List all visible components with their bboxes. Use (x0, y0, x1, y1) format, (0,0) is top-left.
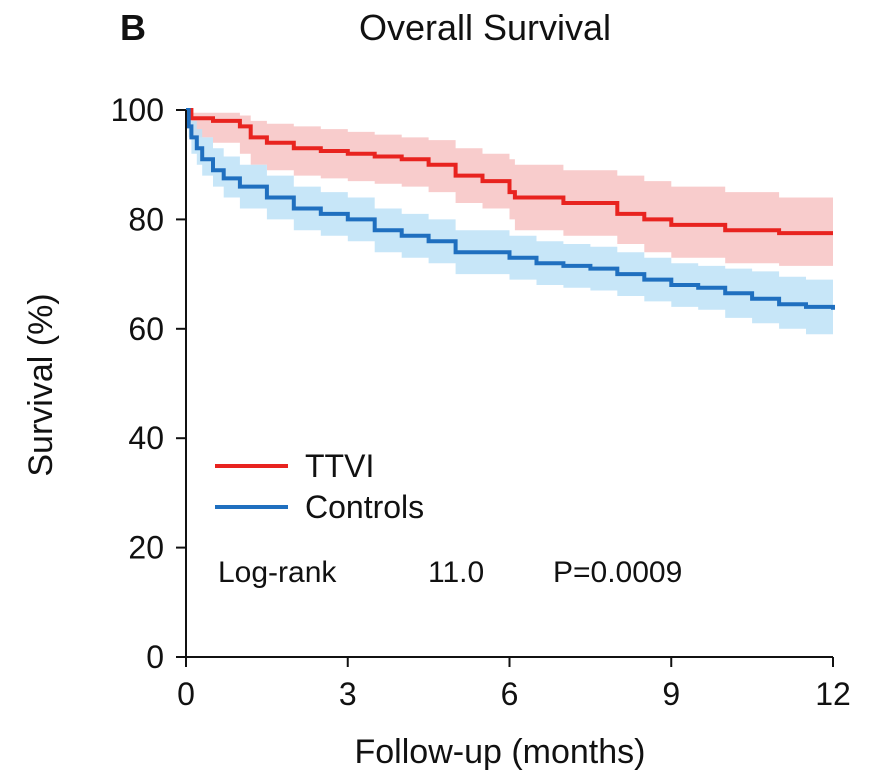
survival-line-controls (186, 108, 835, 310)
survival-curves (186, 108, 835, 310)
legend: TTVI Controls (215, 448, 424, 525)
y-tick-label-80: 80 (128, 201, 164, 237)
y-tick-label-100: 100 (111, 92, 164, 128)
chart-title: Overall Survival (359, 7, 611, 48)
x-tick-label-12: 12 (815, 676, 851, 712)
x-tick-label-3: 3 (339, 676, 357, 712)
x-axis-label: Follow-up (months) (355, 733, 646, 771)
x-tick-label-0: 0 (177, 676, 195, 712)
log-rank-annotation: Log-rank 11.0 P=0.0009 (218, 556, 682, 589)
survival-line-ttvi (186, 108, 833, 236)
p-value: P=0.0009 (553, 556, 682, 589)
log-rank-test-label: Log-rank (218, 556, 337, 589)
panel-label: B (120, 7, 146, 48)
y-axis-ticks: 0 20 40 60 80 100 (111, 92, 186, 675)
x-tick-label-6: 6 (501, 676, 519, 712)
legend-label-controls: Controls (305, 489, 424, 525)
log-rank-statistic: 11.0 (428, 556, 484, 589)
y-tick-label-0: 0 (146, 639, 164, 675)
x-axis-ticks: 0 3 6 9 12 (177, 657, 851, 712)
y-tick-label-20: 20 (128, 530, 164, 566)
y-tick-label-40: 40 (128, 420, 164, 456)
y-axis-label: Survival (%) (22, 293, 60, 476)
legend-label-ttvi: TTVI (305, 448, 374, 484)
x-tick-label-9: 9 (662, 676, 680, 712)
y-tick-label-60: 60 (128, 311, 164, 347)
